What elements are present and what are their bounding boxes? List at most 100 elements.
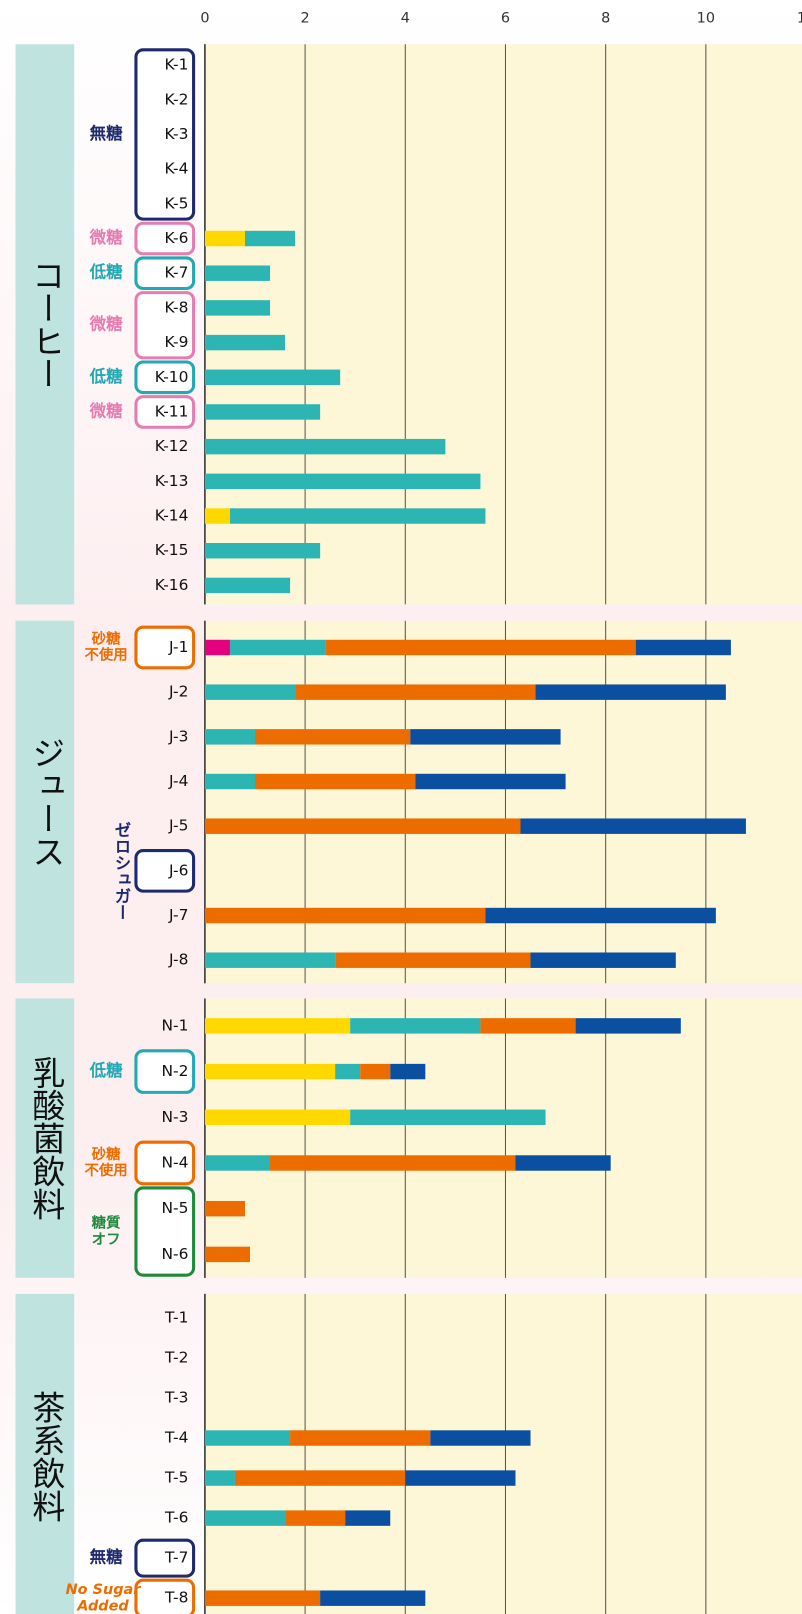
bar-segment: [285, 1510, 345, 1525]
bar-segment: [205, 640, 230, 655]
bar-segment: [521, 818, 746, 833]
x-tick-label: 0: [200, 11, 209, 27]
annotation: 不使用: [84, 1161, 127, 1179]
bar-segment: [205, 1064, 335, 1079]
category-label: N-4: [161, 1153, 188, 1171]
annotation: 微糖: [89, 401, 123, 420]
x-tick-label: 12: [797, 11, 802, 27]
annotation: 砂糖: [92, 1145, 121, 1163]
bar-segment: [430, 1430, 530, 1445]
category-label: J-5: [168, 817, 188, 835]
bar-segment: [205, 908, 486, 923]
x-tick-label: 2: [301, 11, 310, 27]
bar-segment: [205, 1430, 290, 1445]
bar-segment: [205, 1201, 245, 1216]
annotation: ゼロシュガー: [112, 821, 131, 920]
bar-segment: [205, 1510, 285, 1525]
bar-segment: [205, 578, 290, 593]
category-label: N-6: [161, 1245, 188, 1263]
bar-segment: [205, 1247, 250, 1262]
bar-segment: [230, 508, 485, 523]
annotation: 無糖: [90, 124, 123, 143]
category-label: K-7: [165, 264, 189, 282]
annotation: 微糖: [89, 228, 123, 247]
category-label: K-2: [165, 90, 189, 108]
bar-segment: [205, 1590, 320, 1605]
chart: 024681012コーヒー無糖微糖低糖微糖低糖微糖K-1K-2K-3K-4K-5…: [0, 0, 802, 1614]
annotation: 低糖: [89, 367, 123, 386]
bar-segment: [485, 908, 715, 923]
bar-segment: [290, 1430, 430, 1445]
category-label: K-12: [155, 437, 189, 455]
category-label: N-5: [161, 1199, 188, 1217]
group-label: 茶系飲料: [27, 1391, 66, 1523]
category-label: T-2: [164, 1348, 188, 1366]
category-label: J-4: [168, 772, 188, 790]
bar-segment: [405, 1470, 515, 1485]
bar-segment: [235, 1470, 405, 1485]
x-tick-label: 6: [501, 11, 510, 27]
bar-segment: [205, 952, 335, 967]
category-label: K-9: [165, 333, 189, 351]
annotation: 無糖: [90, 1548, 123, 1567]
bar-segment: [205, 370, 340, 385]
bar-segment: [270, 1155, 515, 1170]
bar-segment: [205, 1018, 350, 1033]
category-label: N-3: [161, 1108, 188, 1126]
bar-segment: [335, 952, 530, 967]
annotation: 低糖: [89, 263, 123, 282]
bar-segment: [205, 1155, 270, 1170]
bar-segment: [345, 1510, 390, 1525]
bar-segment: [636, 640, 731, 655]
category-label: T-4: [164, 1429, 188, 1447]
bar-segment: [205, 818, 521, 833]
bar-segment: [335, 1064, 360, 1079]
category-label: K-13: [155, 472, 189, 490]
category-label: K-15: [155, 541, 189, 559]
bar-segment: [325, 640, 636, 655]
bar-segment: [205, 684, 295, 699]
category-label: T-6: [164, 1509, 188, 1527]
group-label: コーヒー: [27, 258, 66, 390]
plot-area: [205, 621, 802, 984]
bar-segment: [205, 231, 245, 246]
annotation: 不使用: [84, 646, 127, 664]
group-label: 乳酸菌飲料: [27, 1056, 66, 1221]
category-label: K-4: [165, 160, 189, 178]
bar-segment: [255, 729, 410, 744]
category-label: K-8: [165, 298, 189, 316]
bar-segment: [205, 543, 320, 558]
annotation: 微糖: [89, 315, 123, 334]
annotation: 砂糖: [92, 629, 121, 647]
category-label: T-5: [164, 1469, 188, 1487]
category-label: T-7: [164, 1549, 188, 1567]
bar-segment: [205, 404, 320, 419]
annotation: 低糖: [89, 1061, 123, 1080]
category-label: K-10: [155, 368, 189, 386]
bar-segment: [205, 508, 230, 523]
bar-segment: [255, 774, 415, 789]
category-label: K-1: [165, 56, 189, 74]
plot-area: [205, 998, 802, 1277]
category-label: K-6: [165, 229, 189, 247]
category-label: K-14: [155, 507, 189, 525]
bar-segment: [350, 1018, 480, 1033]
category-label: J-3: [168, 727, 188, 745]
bar-segment: [295, 684, 535, 699]
category-label: N-2: [161, 1062, 188, 1080]
category-label: T-1: [164, 1308, 188, 1326]
annotation: オフ: [92, 1231, 121, 1248]
category-label: K-5: [165, 194, 189, 212]
bar-segment: [205, 474, 481, 489]
bar-segment: [320, 1590, 425, 1605]
annotation: 糖質: [92, 1213, 121, 1231]
x-tick-label: 8: [601, 11, 610, 27]
category-label: K-3: [165, 125, 189, 143]
category-label: J-8: [168, 951, 188, 969]
bar-segment: [576, 1018, 681, 1033]
category-label: T-3: [164, 1388, 188, 1406]
bar-segment: [245, 231, 295, 246]
bar-segment: [205, 300, 270, 315]
category-label: N-1: [161, 1016, 188, 1034]
category-label: J-6: [168, 861, 188, 879]
